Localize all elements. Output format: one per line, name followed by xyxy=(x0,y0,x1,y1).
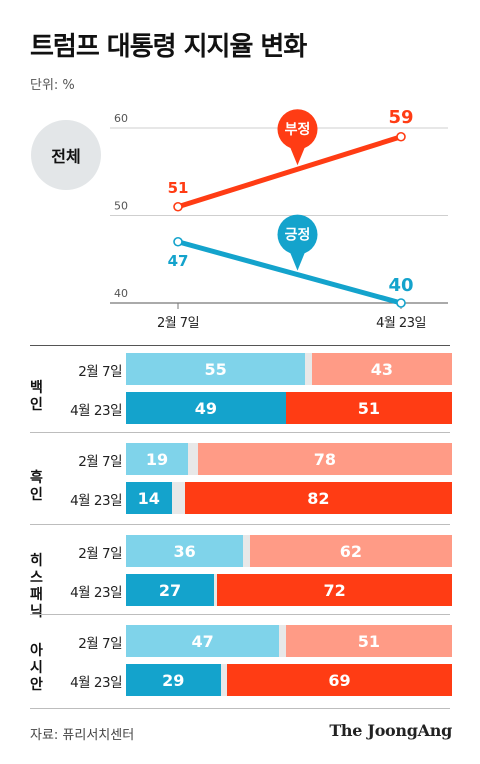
bar-row: 55 43 xyxy=(126,353,452,385)
disapprove-bar: 51 xyxy=(285,625,452,657)
approve-bar: 36 xyxy=(126,535,244,567)
x-tick-label: 2월 7일 xyxy=(157,316,199,331)
group-divider xyxy=(30,524,450,525)
group-divider xyxy=(30,432,450,433)
bar-row: 29 69 xyxy=(126,664,452,696)
data-label: 47 xyxy=(168,252,189,270)
data-label: 59 xyxy=(388,107,413,128)
series-line xyxy=(175,134,404,210)
data-point xyxy=(396,131,406,142)
disapprove-bar: 69 xyxy=(227,664,452,696)
row-date-label: 4월 23일 xyxy=(70,585,122,601)
group-divider xyxy=(30,614,450,615)
callout-pin xyxy=(277,214,318,255)
approve-bar: 47 xyxy=(126,625,280,657)
bar-row: 47 51 xyxy=(126,625,452,657)
disapprove-bar: 72 xyxy=(217,574,452,606)
approve-bar: 19 xyxy=(126,443,188,475)
y-tick-label: 50 xyxy=(114,200,128,213)
series-name-label: 긍정 xyxy=(285,227,311,244)
section-divider xyxy=(30,345,450,346)
disapprove-bar: 82 xyxy=(184,482,452,514)
unit-label: 단위: % xyxy=(30,78,75,93)
chart-title: 트럼프 대통령 지지율 변화 xyxy=(30,32,307,62)
callout-pointer xyxy=(288,143,307,166)
data-point xyxy=(173,236,183,247)
overall-label: 전체 xyxy=(51,147,81,166)
bottom-divider xyxy=(30,708,450,709)
source-note: 자료: 퓨리서치센터 xyxy=(30,728,135,743)
data-point xyxy=(173,201,183,212)
row-date-label: 2월 7일 xyxy=(78,636,122,652)
data-label: 40 xyxy=(388,275,413,296)
x-tick-label: 4월 23일 xyxy=(376,316,426,331)
row-date-label: 2월 7일 xyxy=(78,454,122,470)
row-date-label: 2월 7일 xyxy=(78,546,122,562)
callout-pin xyxy=(277,109,318,150)
bar-row: 49 51 xyxy=(126,392,452,424)
approve-bar: 49 xyxy=(126,392,286,424)
bar-row: 19 78 xyxy=(126,443,452,475)
bar-row: 36 62 xyxy=(126,535,452,567)
approve-bar: 14 xyxy=(126,482,172,514)
row-date-label: 2월 7일 xyxy=(78,364,122,380)
series-name-label: 부정 xyxy=(285,121,311,138)
approve-bar: 27 xyxy=(126,574,215,606)
disapprove-bar: 62 xyxy=(249,535,452,567)
series-line xyxy=(175,239,404,306)
disapprove-bar: 51 xyxy=(285,392,452,424)
overall-badge: 전체 xyxy=(31,120,101,190)
group-label: 흑인 xyxy=(30,469,43,503)
row-date-label: 4월 23일 xyxy=(70,403,122,419)
disapprove-bar: 43 xyxy=(311,353,452,385)
group-label: 아시 안 xyxy=(30,643,43,693)
disapprove-bar: 78 xyxy=(197,443,452,475)
approve-bar: 29 xyxy=(126,664,221,696)
bar-row: 27 72 xyxy=(126,574,452,606)
row-date-label: 4월 23일 xyxy=(70,493,122,509)
y-tick-label: 40 xyxy=(114,287,128,300)
callout-pointer xyxy=(288,248,307,271)
data-point xyxy=(396,298,406,308)
row-date-label: 4월 23일 xyxy=(70,675,122,691)
data-label: 51 xyxy=(168,179,189,197)
y-tick-label: 60 xyxy=(114,112,128,125)
brand-logo: The JoongAng xyxy=(329,721,452,740)
bar-row: 14 82 xyxy=(126,482,452,514)
group-label: 히스 패닉 xyxy=(30,553,43,620)
approve-bar: 55 xyxy=(126,353,306,385)
group-label: 백인 xyxy=(30,379,43,413)
overall-line-chart: 40 50 60 2월 7일 4월 23일 51 59 부정 47 40 긍정 xyxy=(110,107,448,331)
